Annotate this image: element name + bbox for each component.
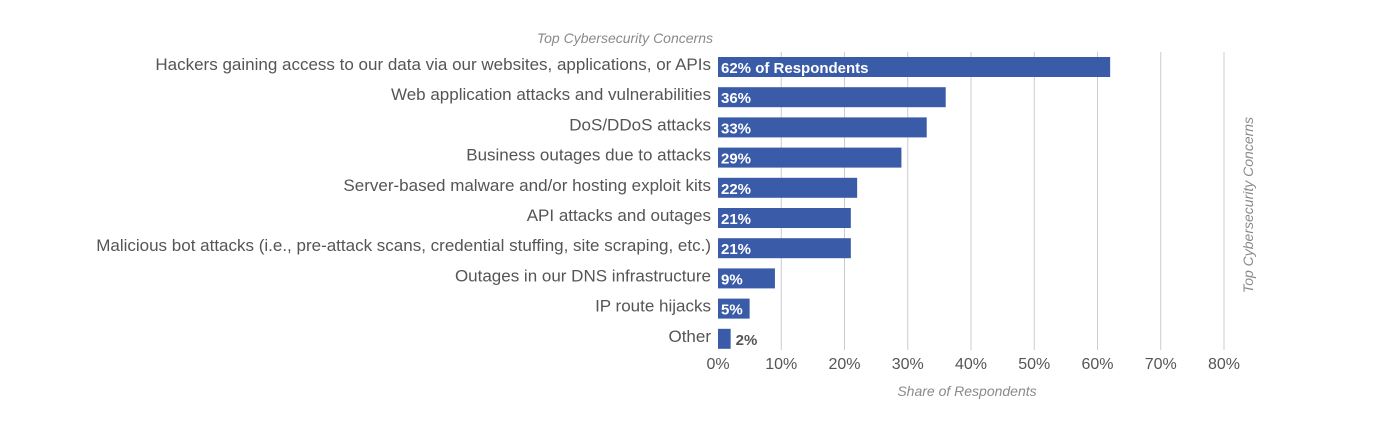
- x-tick-label: 0%: [706, 356, 729, 373]
- bars: [718, 57, 1111, 349]
- category-label: Web application attacks and vulnerabilit…: [391, 85, 711, 104]
- data-label: 21%: [721, 241, 751, 258]
- data-labels: 62% of Respondents 36% 33% 29% 22% 21% 21% 9% 5%…: [721, 60, 869, 349]
- data-label: 33%: [721, 120, 751, 137]
- side-title: Top Cybersecurity Concerns: [1240, 117, 1256, 293]
- x-axis-title: Share of Respondents: [897, 383, 1036, 399]
- bar: [718, 268, 775, 289]
- category-label: Outages in our DNS infrastructure: [455, 266, 711, 285]
- x-tick-label: 30%: [892, 356, 924, 373]
- bar: [718, 177, 858, 198]
- category-label: Malicious bot attacks (i.e., pre-attack …: [96, 236, 711, 255]
- x-tick-label: 80%: [1208, 356, 1240, 373]
- bar: [718, 208, 851, 228]
- data-label: 9%: [721, 271, 743, 288]
- x-tick-label: 20%: [828, 356, 860, 373]
- data-label: 5%: [721, 302, 743, 319]
- bar: [718, 147, 902, 168]
- category-label: Business outages due to attacks: [466, 146, 711, 165]
- category-label: Hackers gaining access to our data via o…: [155, 55, 711, 74]
- data-label: 2%: [736, 332, 758, 349]
- data-label: 29%: [721, 151, 751, 168]
- x-tick-labels: 0% 10% 20% 30% 40% 50% 60% 70% 80%: [706, 356, 1240, 373]
- x-tick-label: 60%: [1081, 356, 1113, 373]
- category-label: Server-based malware and/or hosting expl…: [343, 176, 711, 195]
- category-label: Other: [668, 327, 711, 346]
- bar: [718, 87, 946, 108]
- bar: [718, 328, 731, 349]
- category-label: IP route hijacks: [595, 297, 711, 316]
- bar: [718, 238, 851, 259]
- x-tick-label: 40%: [955, 356, 987, 373]
- x-tick-label: 70%: [1145, 356, 1177, 373]
- bar: [718, 57, 1111, 77]
- category-label: API attacks and outages: [527, 206, 711, 225]
- x-tick-label: 10%: [765, 356, 797, 373]
- x-tick-label: 50%: [1018, 356, 1050, 373]
- data-label: 21%: [721, 211, 751, 228]
- chart-title: Top Cybersecurity Concerns: [537, 30, 713, 46]
- category-label: DoS/DDoS attacks: [569, 115, 711, 134]
- bar: [718, 298, 750, 319]
- category-labels: Hackers gaining access to our data via o…: [96, 55, 711, 346]
- data-label: 22%: [721, 181, 751, 198]
- data-label: 62% of Respondents: [721, 60, 869, 77]
- data-label: 36%: [721, 90, 751, 107]
- bar: [718, 117, 927, 138]
